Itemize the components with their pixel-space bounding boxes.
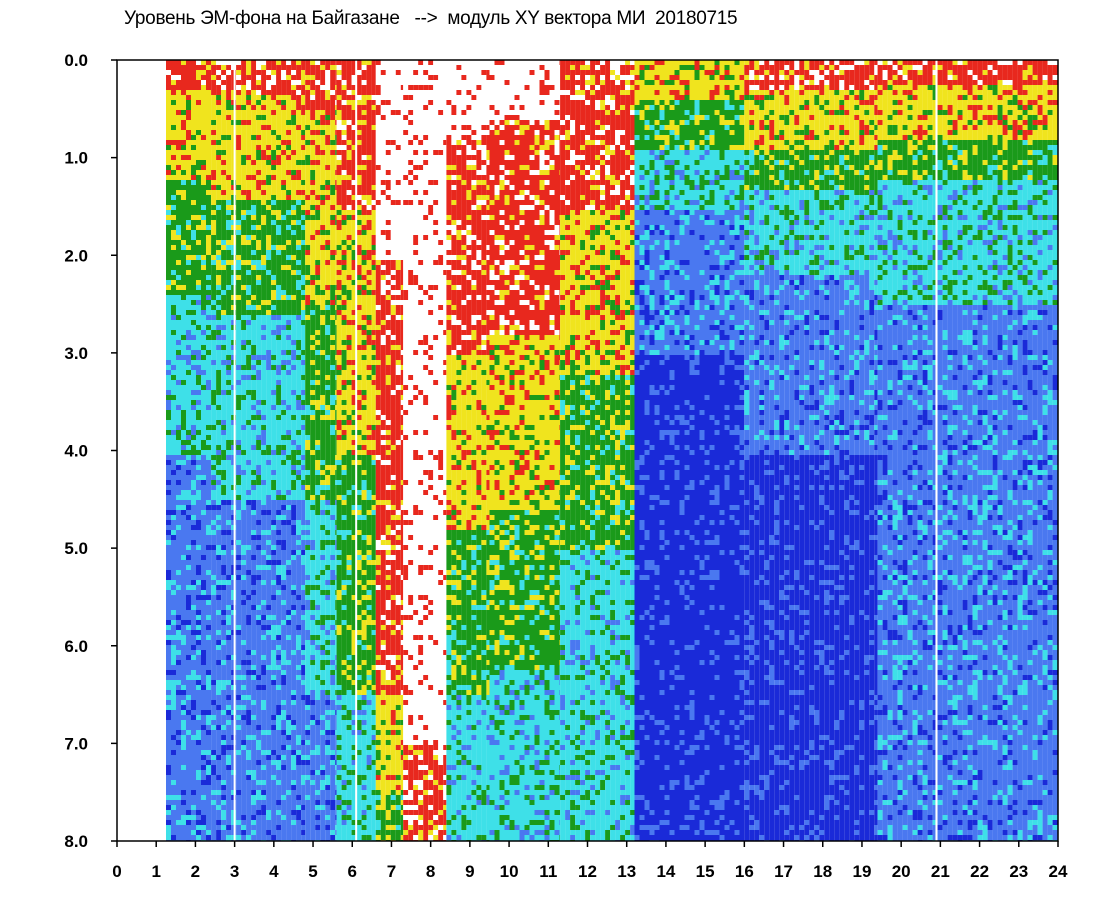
x-tick-label: 7	[387, 862, 396, 881]
heatmap-band	[744, 60, 877, 841]
x-tick-label: 22	[970, 862, 989, 881]
x-tick-label: 24	[1049, 862, 1068, 881]
heatmap-band	[446, 60, 489, 841]
x-tick-label: 10	[500, 862, 519, 881]
x-tick-label: 20	[892, 862, 911, 881]
x-tick-label: 12	[578, 862, 597, 881]
heatmap-band	[635, 60, 745, 841]
x-tick-label: 2	[191, 862, 200, 881]
y-tick-label: 8.0	[64, 832, 88, 851]
y-tick-label: 3.0	[64, 344, 88, 363]
y-axis: 0.0 1.0 2.0 3.0 4.0 5.0 6.0 7.0 8.0	[64, 51, 117, 851]
x-tick-label: 16	[735, 862, 754, 881]
x-axis: 0 1 2 3 4 5 6 7 8 9 10 11 12 13 14 15 16 17 18 19 20 21 22 23 24	[112, 841, 1068, 881]
x-tick-label: 19	[852, 862, 871, 881]
x-tick-label: 6	[348, 862, 357, 881]
x-tick-label: 0	[112, 862, 121, 881]
x-tick-label: 9	[465, 862, 474, 881]
y-tick-label: 0.0	[64, 51, 88, 70]
heatmap-band	[211, 60, 305, 841]
x-tick-label: 21	[931, 862, 950, 881]
x-tick-label: 14	[656, 862, 675, 881]
y-tick-label: 1.0	[64, 149, 88, 168]
heatmap-band	[490, 60, 561, 841]
heatmap-band	[166, 60, 211, 841]
x-tick-label: 11	[539, 862, 557, 881]
y-tick-label: 5.0	[64, 539, 88, 558]
x-tick-label: 8	[426, 862, 435, 881]
x-tick-label: 17	[774, 862, 793, 881]
heatmap-area	[166, 60, 1058, 841]
heatmap-band	[878, 60, 1058, 841]
x-tick-label: 1	[151, 862, 160, 881]
x-tick-label: 5	[308, 862, 317, 881]
x-tick-label: 4	[269, 862, 279, 881]
x-tick-label: 3	[230, 862, 239, 881]
x-tick-label: 15	[696, 862, 715, 881]
x-tick-label: 13	[617, 862, 636, 881]
heatmap-band	[376, 60, 403, 841]
heatmap-band	[560, 60, 635, 841]
heatmap-band	[403, 60, 446, 841]
y-tick-label: 7.0	[64, 734, 88, 753]
x-tick-label: 23	[1009, 862, 1028, 881]
y-tick-label: 4.0	[64, 442, 88, 461]
x-tick-label: 18	[813, 862, 832, 881]
y-tick-label: 2.0	[64, 246, 88, 265]
heatmap-band	[305, 60, 336, 841]
y-tick-label: 6.0	[64, 637, 88, 656]
